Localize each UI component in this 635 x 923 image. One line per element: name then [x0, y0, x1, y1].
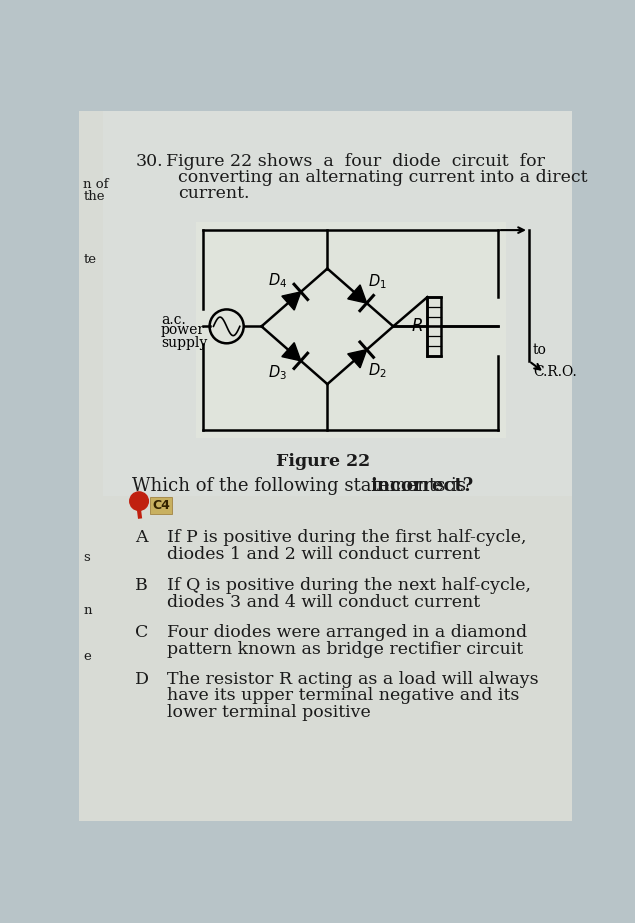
Text: The resistor R acting as a load will always: The resistor R acting as a load will alw… — [167, 670, 538, 688]
Text: B: B — [135, 578, 148, 594]
Text: s: s — [83, 551, 90, 564]
Text: If P is positive during the first half-cycle,: If P is positive during the first half-c… — [167, 529, 526, 545]
Text: e: e — [83, 650, 91, 663]
FancyBboxPatch shape — [196, 222, 505, 438]
Text: the: the — [83, 190, 105, 203]
Text: $D_1$: $D_1$ — [368, 272, 387, 292]
Text: D: D — [135, 670, 149, 688]
FancyBboxPatch shape — [103, 111, 572, 496]
Text: $D_3$: $D_3$ — [268, 363, 287, 381]
Text: lower terminal positive: lower terminal positive — [167, 704, 371, 722]
Polygon shape — [282, 342, 301, 361]
Text: current.: current. — [178, 186, 250, 202]
Text: Figure 22 shows  a  four  diode  circuit  for: Figure 22 shows a four diode circuit for — [166, 153, 545, 170]
Text: Four diodes were arranged in a diamond: Four diodes were arranged in a diamond — [167, 624, 527, 641]
Bar — [427, 297, 441, 355]
Text: $D_2$: $D_2$ — [368, 361, 387, 380]
Text: diodes 1 and 2 will conduct current: diodes 1 and 2 will conduct current — [167, 545, 480, 563]
Text: n: n — [83, 604, 91, 617]
Polygon shape — [348, 350, 366, 368]
Text: power: power — [161, 323, 205, 337]
Text: If Q is positive during the next half-cycle,: If Q is positive during the next half-cy… — [167, 578, 531, 594]
Text: C: C — [135, 624, 149, 641]
Text: 30.: 30. — [135, 153, 163, 170]
Text: converting an alternating current into a direct: converting an alternating current into a… — [178, 169, 587, 186]
Text: $D_4$: $D_4$ — [268, 271, 287, 290]
Polygon shape — [348, 285, 366, 303]
Text: a.c.: a.c. — [161, 313, 185, 327]
Text: Which of the following statements is: Which of the following statements is — [132, 476, 472, 495]
Text: $R$: $R$ — [410, 318, 422, 335]
Text: te: te — [83, 253, 97, 266]
FancyBboxPatch shape — [79, 111, 572, 821]
Polygon shape — [282, 292, 301, 310]
Circle shape — [130, 492, 149, 510]
Text: have its upper terminal negative and its: have its upper terminal negative and its — [167, 688, 519, 704]
Text: diodes 3 and 4 will conduct current: diodes 3 and 4 will conduct current — [167, 594, 480, 611]
Text: C4: C4 — [152, 498, 170, 512]
Text: n of: n of — [83, 178, 109, 191]
Text: pattern known as bridge rectifier circuit: pattern known as bridge rectifier circui… — [167, 641, 523, 657]
Text: Figure 22: Figure 22 — [276, 453, 371, 471]
Text: incorrect?: incorrect? — [370, 476, 473, 495]
Text: C.R.O.: C.R.O. — [533, 365, 577, 378]
Text: supply: supply — [161, 336, 207, 350]
Text: A: A — [135, 529, 148, 545]
Text: to: to — [533, 343, 547, 357]
